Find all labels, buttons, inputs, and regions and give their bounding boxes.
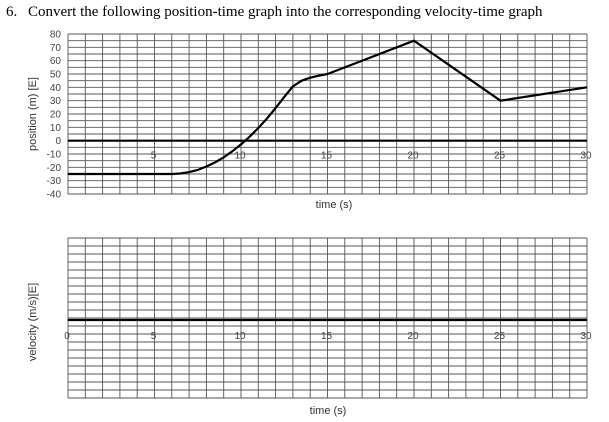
y-tick-label: 20 bbox=[50, 110, 62, 121]
y-tick-label: 0 bbox=[55, 136, 61, 147]
x-tick-label: 20 bbox=[407, 331, 419, 342]
position-time-graph: 80 70 60 50 40 30 20 10 0 -10 -20 -30 -40 5 10 15 20 25 30… bbox=[27, 30, 592, 212]
y-tick-label: -10 bbox=[47, 150, 62, 161]
y-tick-label: -40 bbox=[47, 190, 62, 201]
question-text: 6. Convert the following position-time gr… bbox=[6, 4, 542, 21]
x-tick-label: 0 bbox=[64, 331, 70, 342]
y-tick-label: -30 bbox=[47, 176, 62, 187]
x-tick-label: 5 bbox=[151, 331, 157, 342]
x-tick-label: 5 bbox=[151, 151, 157, 162]
x-tick-label: 25 bbox=[494, 151, 506, 162]
y-tick-label: 60 bbox=[50, 56, 62, 67]
x-axis-title: time (s) bbox=[310, 405, 347, 417]
position-series-line bbox=[68, 39, 588, 176]
y-tick-label: 80 bbox=[50, 30, 62, 41]
y-tick-label: -20 bbox=[47, 163, 62, 174]
x-tick-label: 20 bbox=[407, 151, 419, 162]
x-axis-title: time (s) bbox=[316, 199, 353, 211]
question-number: 6. bbox=[6, 4, 18, 20]
question-body: Convert the following position-time grap… bbox=[28, 4, 543, 20]
y-tick-label: 10 bbox=[50, 123, 62, 134]
y-tick-label: 40 bbox=[50, 83, 62, 94]
x-tick-label: 30 bbox=[580, 151, 592, 162]
x-tick-label: 25 bbox=[494, 331, 506, 342]
x-tick-label: 10 bbox=[234, 331, 246, 342]
velocity-time-graph: 0 5 10 15 20 25 30 time (s) velocity (m/s)[E] bbox=[27, 237, 592, 417]
y-axis-title: position (m) [E] bbox=[27, 77, 39, 151]
y-tick-label: 50 bbox=[50, 70, 62, 81]
y-tick-label: 30 bbox=[50, 96, 62, 107]
y-tick-label: 70 bbox=[50, 43, 62, 54]
x-tick-label: 10 bbox=[234, 151, 246, 162]
y-axis-title: velocity (m/s)[E] bbox=[27, 283, 39, 361]
x-tick-label: 15 bbox=[321, 151, 333, 162]
x-tick-label: 15 bbox=[321, 331, 333, 342]
x-tick-label: 30 bbox=[580, 331, 592, 342]
